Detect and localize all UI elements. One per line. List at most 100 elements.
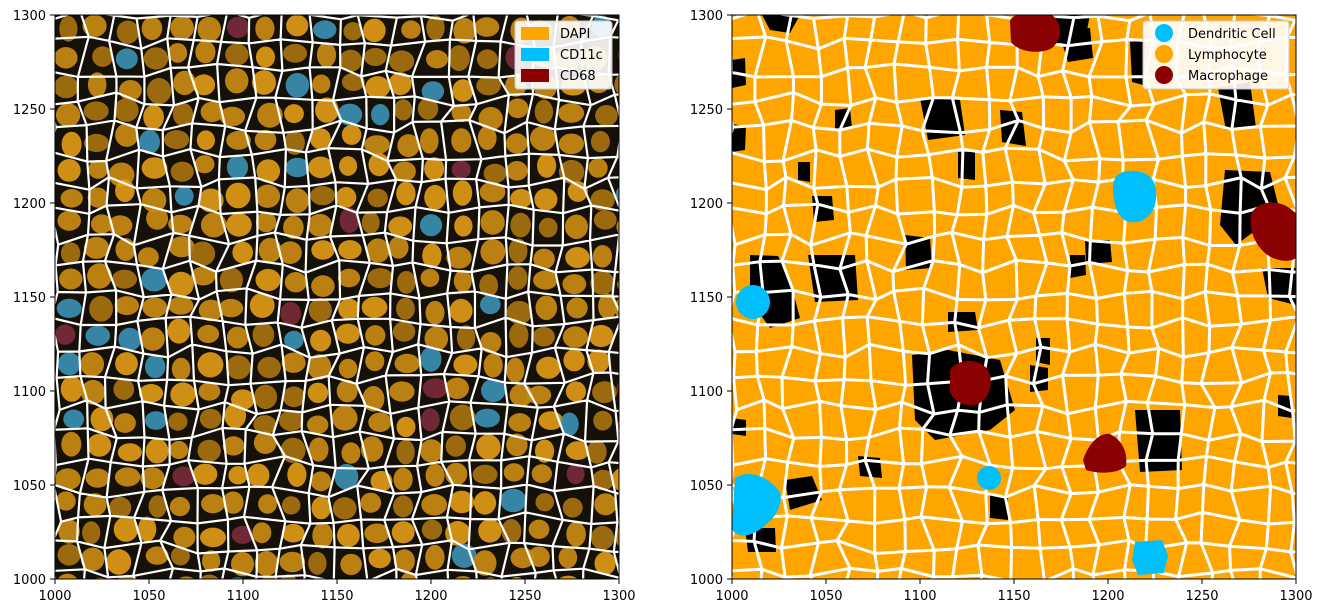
nucleus — [86, 469, 110, 488]
y-tick: 1300 — [13, 9, 55, 24]
nucleus — [115, 296, 139, 315]
nucleus — [420, 439, 443, 462]
nucleus — [364, 48, 387, 66]
nucleus — [617, 415, 637, 437]
nucleus — [61, 432, 81, 457]
nucleus — [168, 319, 191, 344]
macrophage — [950, 361, 991, 405]
nucleus — [169, 441, 188, 459]
nucleus — [195, 41, 215, 64]
nucleus — [641, 323, 662, 346]
nucleus — [142, 297, 167, 317]
nucleus — [226, 213, 252, 237]
nucleus — [87, 434, 111, 457]
nucleus — [308, 383, 328, 403]
svg-text:1250: 1250 — [508, 589, 541, 604]
channel-legend: DAPI CD11c CD68 — [515, 21, 612, 89]
nucleus — [311, 240, 334, 259]
nucleus — [648, 303, 673, 322]
nucleus — [421, 269, 440, 287]
nucleus — [63, 410, 84, 429]
nucleus — [173, 527, 195, 548]
nucleus — [397, 271, 416, 294]
nucleus — [164, 130, 189, 149]
nucleus — [365, 351, 384, 371]
nucleus — [58, 353, 81, 376]
nucleus — [566, 522, 586, 547]
nucleus — [618, 45, 638, 67]
nucleus — [397, 417, 416, 437]
svg-text:1050: 1050 — [690, 479, 723, 494]
nucleus — [396, 440, 414, 465]
svg-text:1050: 1050 — [13, 479, 46, 494]
nucleus — [617, 378, 636, 397]
nucleus — [333, 497, 357, 519]
nucleus — [620, 355, 639, 376]
nucleus — [114, 98, 139, 122]
nucleus — [143, 105, 164, 129]
nucleus — [619, 555, 640, 577]
nucleus — [529, 520, 550, 539]
svg-text:1300: 1300 — [690, 9, 723, 24]
svg-text:DAPI: DAPI — [560, 27, 590, 42]
nucleus — [565, 247, 590, 268]
x-tick: 1200 — [414, 579, 447, 604]
nucleus — [484, 353, 503, 377]
svg-text:1100: 1100 — [13, 385, 46, 400]
nucleus — [473, 465, 498, 484]
nucleus — [255, 17, 274, 41]
nucleus — [145, 411, 167, 430]
nucleus — [254, 385, 277, 409]
nucleus — [508, 608, 529, 612]
nucleus — [393, 322, 415, 342]
x-tick: 1250 — [1185, 579, 1218, 604]
nucleus — [340, 554, 362, 575]
nucleus — [56, 103, 80, 127]
nucleus — [534, 188, 557, 210]
svg-text:1300: 1300 — [602, 589, 635, 604]
nucleus — [394, 99, 412, 120]
svg-text:1200: 1200 — [414, 589, 447, 604]
nucleus — [507, 301, 532, 324]
nucleus — [362, 212, 380, 234]
legend-swatch-dapi — [521, 27, 549, 40]
nucleus — [536, 603, 559, 612]
nucleus — [422, 520, 442, 540]
nucleus — [62, 605, 83, 612]
nucleus — [506, 161, 527, 181]
nucleus — [197, 325, 219, 343]
nucleus — [536, 357, 561, 379]
nucleus — [168, 413, 187, 431]
y-tick: 1000 — [690, 573, 732, 588]
nucleus — [533, 327, 555, 347]
nucleus — [311, 471, 331, 491]
nucleus — [532, 464, 552, 483]
nucleus — [614, 609, 633, 612]
legend-marker-lymphocyte — [1155, 45, 1173, 63]
nucleus — [625, 130, 643, 156]
nucleus — [620, 156, 640, 177]
nucleus — [54, 47, 77, 69]
svg-text:1300: 1300 — [13, 9, 46, 24]
nucleus — [591, 131, 610, 152]
nucleus — [651, 521, 673, 543]
nucleus — [500, 489, 526, 513]
nucleus — [648, 134, 673, 159]
nucleus — [60, 189, 82, 208]
nucleus — [395, 354, 420, 373]
nucleus — [117, 21, 139, 44]
nucleus — [363, 19, 386, 43]
nucleus — [620, 493, 643, 516]
nucleus — [341, 442, 360, 463]
nucleus — [393, 496, 413, 518]
nucleus — [170, 382, 195, 406]
nucleus — [115, 467, 140, 486]
nucleus — [197, 130, 215, 150]
dendritic-cell — [977, 466, 1001, 490]
nucleus — [311, 275, 335, 297]
y-tick: 1300 — [690, 9, 732, 24]
nucleus — [280, 302, 301, 325]
nucleus — [258, 357, 281, 378]
x-tick: 1250 — [508, 579, 541, 604]
nucleus — [365, 325, 385, 346]
